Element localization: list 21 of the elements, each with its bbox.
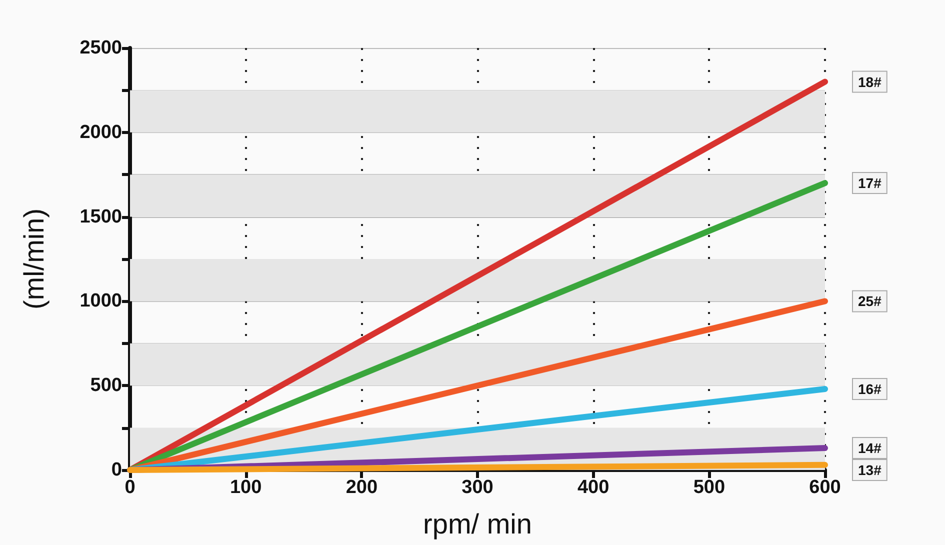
y-tick-label: 2000 (80, 122, 122, 143)
y-tick-label: 1500 (80, 206, 122, 228)
text: 14# (858, 440, 882, 456)
text: 25# (858, 293, 882, 310)
x-tick-label: 300 (462, 477, 494, 498)
x-tick-label: 600 (809, 477, 841, 498)
text: 18# (858, 74, 882, 90)
y-tick-label: 0 (111, 460, 122, 480)
y-tick-label: 1000 (80, 290, 122, 312)
text: 13# (858, 462, 882, 478)
x-tick-label: 200 (346, 477, 378, 498)
x-axis-title: rpm/ min (423, 508, 532, 540)
x-tick-label: 100 (230, 477, 262, 498)
text: 16# (858, 380, 882, 397)
y-tick-label: 500 (90, 375, 122, 396)
x-tick-label: 500 (693, 477, 726, 498)
x-tick-label: 400 (577, 477, 610, 498)
y-tick-label: 2500 (80, 38, 122, 58)
text: 17# (858, 175, 882, 192)
x-tick-label: 0 (124, 477, 136, 498)
y-axis-title: (ml/min) (18, 208, 50, 310)
